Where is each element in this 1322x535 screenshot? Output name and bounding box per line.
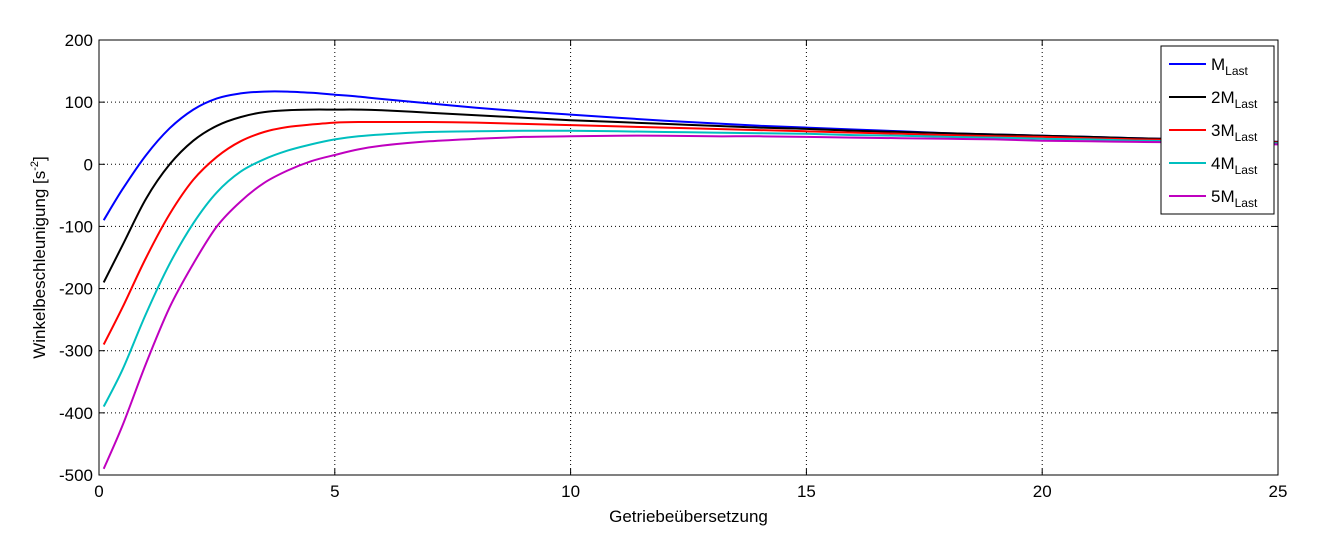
y-axis-label-end: ] [30, 156, 49, 161]
series-line-2 [102, 108, 1279, 283]
y-tick-label: -500 [59, 466, 93, 485]
legend-entry-sub: Last [1235, 196, 1258, 210]
plot-frame [98, 39, 1279, 476]
legend-entry: 4MLast [1211, 154, 1258, 177]
x-axis-label: Getriebeübersetzung [609, 507, 768, 526]
legend-entry-sub: Last [1235, 130, 1258, 144]
y-axis-label: Winkelbeschleunigung [s-2] [29, 156, 49, 359]
legend-entry: 3MLast [1211, 121, 1258, 144]
series-lines [102, 90, 1279, 470]
y-tick-label: 200 [65, 31, 93, 50]
y-tick-label: -300 [59, 342, 93, 361]
y-tick-label: 100 [65, 93, 93, 112]
y-axis-label-main: Winkelbeschleunigung [s [30, 171, 49, 359]
grid-lines [99, 40, 1278, 475]
x-tick-label: 10 [561, 482, 580, 501]
y-axis-label-sup: -2 [29, 161, 41, 171]
x-tick-label: 20 [1033, 482, 1052, 501]
y-tick-label: -200 [59, 280, 93, 299]
legend-entry-sub: Last [1225, 64, 1248, 78]
legend-entry-main: 5M [1211, 187, 1235, 206]
y-tick-label: -400 [59, 404, 93, 423]
legend-entry: 2MLast [1211, 88, 1258, 111]
legend-entry-main: 2M [1211, 88, 1235, 107]
x-tick-label: 15 [797, 482, 816, 501]
x-tick-label: 5 [330, 482, 339, 501]
series-line-4 [102, 129, 1279, 408]
x-tick-label: 0 [94, 482, 103, 501]
axis-ticks [98, 39, 1279, 476]
x-tick-labels: 0 5 10 15 20 25 [94, 482, 1287, 501]
series-line-5 [102, 134, 1279, 470]
y-tick-label: -100 [59, 217, 93, 236]
legend-entry-sub: Last [1235, 97, 1258, 111]
legend-entry: 5MLast [1211, 187, 1258, 210]
legend-entry-sub: Last [1235, 163, 1258, 177]
legend-entry-main: 4M [1211, 154, 1235, 173]
y-tick-labels: -500 -400 -300 -200 -100 0 100 200 [59, 31, 93, 485]
legend-entry-main: M [1211, 55, 1225, 74]
legend-entry: MLast [1211, 55, 1249, 78]
legend-entry-main: 3M [1211, 121, 1235, 140]
y-tick-label: 0 [84, 155, 93, 174]
series-line-3 [102, 120, 1279, 345]
x-tick-label: 25 [1269, 482, 1288, 501]
